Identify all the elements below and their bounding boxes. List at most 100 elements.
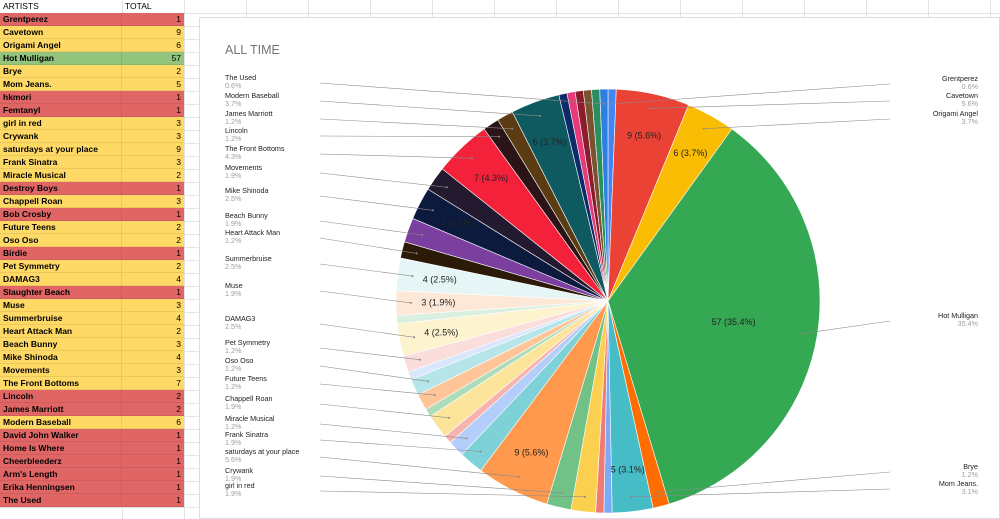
- artist-cell[interactable]: Destroy Boys: [0, 182, 122, 195]
- artist-cell[interactable]: hkmori: [0, 91, 122, 104]
- table-row[interactable]: James Marriott 2: [0, 403, 184, 416]
- header-artists[interactable]: ARTISTS: [3, 1, 39, 11]
- table-row[interactable]: Femtanyl 1: [0, 104, 184, 117]
- table-row[interactable]: hkmori 1: [0, 91, 184, 104]
- artist-cell[interactable]: Lincoln: [0, 390, 122, 403]
- total-cell[interactable]: 1: [122, 208, 184, 221]
- pie-chart-card[interactable]: ALL TIME 9 (5.6%) 6 (3.7%) 57 (35.4%) 5 (3.…: [199, 17, 1000, 519]
- artist-cell[interactable]: Chappell Roan: [0, 195, 122, 208]
- total-cell[interactable]: 1: [122, 286, 184, 299]
- table-row[interactable]: Oso Oso 2: [0, 234, 184, 247]
- table-row[interactable]: Summerbruise 4: [0, 312, 184, 325]
- table-row[interactable]: Heart Attack Man 2: [0, 325, 184, 338]
- table-row[interactable]: Home Is Where 1: [0, 442, 184, 455]
- total-cell[interactable]: 1: [122, 442, 184, 455]
- artist-cell[interactable]: Cavetown: [0, 26, 122, 39]
- total-cell[interactable]: 3: [122, 364, 184, 377]
- artist-cell[interactable]: Origami Angel: [0, 39, 122, 52]
- artist-cell[interactable]: The Front Bottoms: [0, 377, 122, 390]
- table-row[interactable]: Frank Sinatra 3: [0, 156, 184, 169]
- header-total[interactable]: TOTAL: [125, 1, 152, 11]
- artist-cell[interactable]: Arm's Length: [0, 468, 122, 481]
- table-row[interactable]: The Used 1: [0, 494, 184, 507]
- artist-cell[interactable]: Crywank: [0, 130, 122, 143]
- total-cell[interactable]: 4: [122, 273, 184, 286]
- artist-cell[interactable]: Birdie: [0, 247, 122, 260]
- table-row[interactable]: Miracle Musical 2: [0, 169, 184, 182]
- total-cell[interactable]: 2: [122, 403, 184, 416]
- total-cell[interactable]: 2: [122, 390, 184, 403]
- total-cell[interactable]: 2: [122, 234, 184, 247]
- artist-cell[interactable]: Hot Mulligan: [0, 52, 122, 65]
- total-cell[interactable]: 4: [122, 351, 184, 364]
- table-row[interactable]: Beach Bunny 3: [0, 338, 184, 351]
- artist-cell[interactable]: Brye: [0, 65, 122, 78]
- artist-cell[interactable]: Movements: [0, 364, 122, 377]
- total-cell[interactable]: 3: [122, 156, 184, 169]
- table-row[interactable]: Modern Baseball 6: [0, 416, 184, 429]
- artist-cell[interactable]: Summerbruise: [0, 312, 122, 325]
- total-cell[interactable]: 1: [122, 494, 184, 507]
- table-row[interactable]: Erika Henningsen 1: [0, 481, 184, 494]
- artist-cell[interactable]: saturdays at your place: [0, 143, 122, 156]
- table-row[interactable]: Cheerbleederz 1: [0, 455, 184, 468]
- artist-cell[interactable]: Grentperez: [0, 13, 122, 26]
- table-row[interactable]: Origami Angel 6: [0, 39, 184, 52]
- total-cell[interactable]: 9: [122, 26, 184, 39]
- total-cell[interactable]: 3: [122, 195, 184, 208]
- total-cell[interactable]: 1: [122, 182, 184, 195]
- total-cell[interactable]: 9: [122, 143, 184, 156]
- total-cell[interactable]: 2: [122, 221, 184, 234]
- artist-cell[interactable]: Modern Baseball: [0, 416, 122, 429]
- pie-slice[interactable]: [607, 128, 821, 505]
- artist-cell[interactable]: Mom Jeans.: [0, 78, 122, 91]
- table-row[interactable]: Cavetown 9: [0, 26, 184, 39]
- total-cell[interactable]: 3: [122, 117, 184, 130]
- table-row[interactable]: Brye 2: [0, 65, 184, 78]
- artist-cell[interactable]: Mike Shinoda: [0, 351, 122, 364]
- table-row[interactable]: Birdie 1: [0, 247, 184, 260]
- artist-cell[interactable]: Future Teens: [0, 221, 122, 234]
- artist-cell[interactable]: Pet Symmetry: [0, 260, 122, 273]
- artist-cell[interactable]: David John Walker: [0, 429, 122, 442]
- total-cell[interactable]: 3: [122, 130, 184, 143]
- artist-cell[interactable]: Heart Attack Man: [0, 325, 122, 338]
- table-row[interactable]: Muse 3: [0, 299, 184, 312]
- table-row[interactable]: DAMAG3 4: [0, 273, 184, 286]
- artist-cell[interactable]: The Used: [0, 494, 122, 507]
- total-cell[interactable]: 1: [122, 104, 184, 117]
- table-row[interactable]: Slaughter Beach 1: [0, 286, 184, 299]
- table-row[interactable]: The Front Bottoms 7: [0, 377, 184, 390]
- table-row[interactable]: Arm's Length 1: [0, 468, 184, 481]
- artist-cell[interactable]: Home Is Where: [0, 442, 122, 455]
- table-row[interactable]: Bob Crosby 1: [0, 208, 184, 221]
- artist-cell[interactable]: DAMAG3: [0, 273, 122, 286]
- table-row[interactable]: saturdays at your place 9: [0, 143, 184, 156]
- total-cell[interactable]: 5: [122, 78, 184, 91]
- total-cell[interactable]: 1: [122, 468, 184, 481]
- artist-cell[interactable]: Miracle Musical: [0, 169, 122, 182]
- total-cell[interactable]: 6: [122, 39, 184, 52]
- total-cell[interactable]: 4: [122, 312, 184, 325]
- total-cell[interactable]: 3: [122, 299, 184, 312]
- table-row[interactable]: Hot Mulligan 57: [0, 52, 184, 65]
- artist-cell[interactable]: Frank Sinatra: [0, 156, 122, 169]
- total-cell[interactable]: 3: [122, 338, 184, 351]
- artist-cell[interactable]: Bob Crosby: [0, 208, 122, 221]
- table-row[interactable]: Movements 3: [0, 364, 184, 377]
- total-cell[interactable]: 1: [122, 481, 184, 494]
- artist-cell[interactable]: Erika Henningsen: [0, 481, 122, 494]
- artist-cell[interactable]: Muse: [0, 299, 122, 312]
- artist-cell[interactable]: Oso Oso: [0, 234, 122, 247]
- artist-cell[interactable]: Beach Bunny: [0, 338, 122, 351]
- total-cell[interactable]: 1: [122, 247, 184, 260]
- total-cell[interactable]: 2: [122, 260, 184, 273]
- table-row[interactable]: Destroy Boys 1: [0, 182, 184, 195]
- table-row[interactable]: David John Walker 1: [0, 429, 184, 442]
- total-cell[interactable]: 7: [122, 377, 184, 390]
- total-cell[interactable]: 2: [122, 65, 184, 78]
- table-row[interactable]: Mike Shinoda 4: [0, 351, 184, 364]
- total-cell[interactable]: 2: [122, 325, 184, 338]
- artist-cell[interactable]: girl in red: [0, 117, 122, 130]
- total-cell[interactable]: 1: [122, 429, 184, 442]
